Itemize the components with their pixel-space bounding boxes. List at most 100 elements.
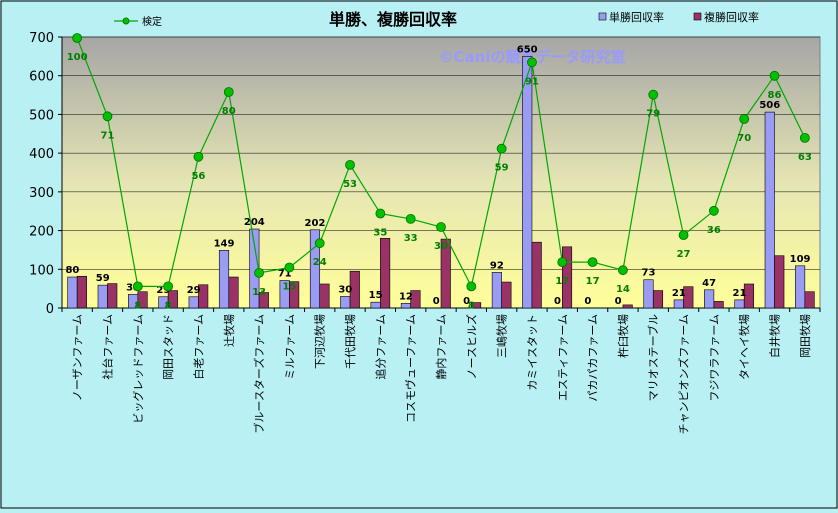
legend-label-win: 単勝回収率 (609, 10, 664, 24)
legend-label-test: 検定 (142, 15, 162, 28)
bar-win (309, 229, 321, 309)
bar-win-value-label: 35 (126, 282, 140, 293)
bar-place (410, 290, 421, 309)
y-tick-label: 400 (29, 147, 54, 162)
x-category-label: ビッグレッドファーム (131, 314, 145, 424)
bar-place (440, 238, 451, 309)
line-point (314, 238, 325, 249)
line-point-label: 63 (798, 152, 812, 163)
line-point (587, 257, 598, 268)
bar-win (704, 289, 715, 309)
y-tick-label: 200 (29, 225, 54, 240)
legend-swatch-win (598, 12, 607, 21)
bar-win-value-label: 506 (759, 100, 780, 111)
line-point (466, 281, 477, 292)
line-point-label: 91 (525, 76, 539, 87)
bar-win-value-label: 149 (214, 238, 235, 249)
line-point (132, 281, 143, 292)
line-point-label: 15 (282, 282, 296, 293)
y-tick-label: 100 (29, 263, 54, 278)
y-tick-label: 0 (46, 302, 54, 317)
bar-place (198, 284, 209, 309)
bar-place (349, 270, 360, 309)
x-category-label: 千代田牧場 (343, 314, 357, 369)
bar-win-value-label: 92 (490, 260, 504, 271)
y-tick-label: 700 (29, 31, 54, 46)
line-point-label: 71 (101, 130, 115, 141)
bar-place (471, 302, 482, 309)
bar-win-value-label: 21 (732, 288, 746, 299)
x-category-label: 追分ファーム (373, 314, 387, 380)
bar-win-value-label: 202 (305, 218, 326, 229)
bar-win (491, 272, 502, 309)
line-point-label: 30 (434, 241, 448, 252)
line-point-label: 100 (67, 52, 88, 63)
bar-win (340, 296, 351, 309)
x-category-label: 下河辺牧場 (313, 314, 327, 369)
line-point (284, 262, 295, 273)
x-category-label: 辻牧場 (222, 314, 236, 347)
bar-place (561, 246, 573, 309)
bar-place (713, 301, 724, 309)
bar-win-value-label: 0 (433, 296, 440, 307)
x-category-label: コスモヴューファーム (404, 314, 418, 423)
bar-win (97, 284, 108, 309)
line-point (557, 257, 568, 268)
line-point-label: 33 (404, 233, 418, 244)
bar-win-value-label: 47 (702, 278, 716, 289)
x-category-label: フジワラファーム (708, 314, 721, 402)
legend-swatch-place (693, 12, 702, 21)
bar-win (643, 279, 654, 309)
bar-win-value-label: 0 (463, 296, 470, 307)
x-category-label: マリオステーブル (646, 314, 660, 401)
line-point-label: 35 (373, 228, 387, 239)
bar-win-value-label: 73 (642, 268, 656, 279)
line-point-label: 36 (707, 225, 721, 236)
bar-win (795, 265, 806, 309)
line-point (163, 281, 174, 292)
bar-place (167, 290, 178, 309)
line-point (72, 33, 83, 43)
x-category-label: 社台ファーム (100, 314, 114, 380)
bar-place (258, 292, 269, 309)
bar-place (289, 281, 300, 309)
line-point-label: 53 (343, 179, 357, 190)
legend-line-marker (122, 17, 130, 25)
line-point (648, 89, 659, 100)
chart-title: 単勝、複勝回収率 (329, 10, 457, 29)
bar-win (188, 296, 199, 309)
y-tick-label: 500 (29, 108, 54, 123)
line-point (223, 87, 234, 97)
bar-win (218, 250, 230, 309)
x-category-label: カミイスタット (526, 314, 539, 391)
bar-win-value-label: 80 (65, 265, 79, 276)
x-category-label: ミルファーム (283, 314, 296, 380)
legend: 検定 単勝回収率 複勝回収率 (114, 10, 759, 28)
line-point (769, 70, 780, 81)
line-point-label: 8 (165, 300, 172, 311)
bar-win-value-label: 109 (790, 254, 811, 265)
line-point (527, 57, 537, 68)
x-category-label: 杵臼牧場 (616, 314, 630, 358)
x-category-label: 岡田スタッド (162, 314, 175, 380)
bar-win-value-label: 29 (156, 285, 170, 296)
x-category-label: エスティファーム (556, 314, 569, 401)
bar-place (683, 286, 694, 309)
line-point (375, 208, 386, 219)
line-point (102, 111, 113, 122)
bar-win (522, 56, 533, 309)
x-category-label: パカパカファーム (587, 314, 600, 402)
line-point (496, 143, 507, 154)
bar-win-value-label: 30 (338, 284, 352, 295)
bar-place (501, 281, 512, 309)
bar-win (67, 276, 78, 309)
line-point-label: 17 (586, 276, 600, 287)
line-point-label: 56 (191, 171, 205, 182)
line-point (799, 132, 810, 143)
line-point (739, 114, 750, 124)
x-axis-labels: ノーザンファーム 社台ファーム ビッグレッドファーム 岡田スタッド 白老ファーム 辻牧場 ブ… (71, 314, 812, 434)
line-point-label: 80 (222, 106, 236, 117)
bar-place (319, 283, 330, 309)
